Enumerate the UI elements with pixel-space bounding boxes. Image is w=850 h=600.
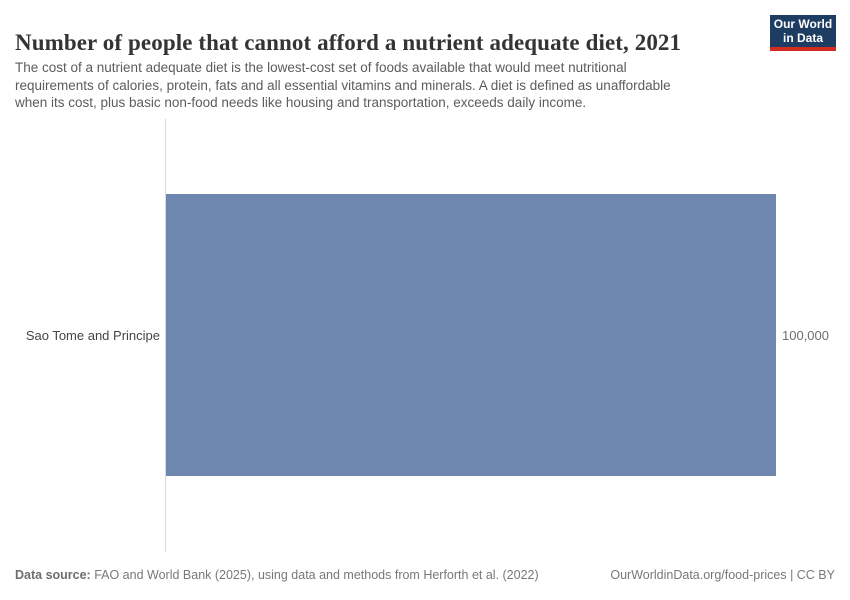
owid-logo[interactable]: Our World in Data <box>770 15 836 51</box>
page-subtitle: The cost of a nutrient adequate diet is … <box>15 59 745 112</box>
owid-logo-line2: in Data <box>782 31 823 45</box>
subtitle-line: when its cost, plus basic non-food needs… <box>15 95 587 110</box>
subtitle-line: The cost of a nutrient adequate diet is … <box>15 60 627 75</box>
y-axis-line <box>165 119 166 552</box>
page-title: Number of people that cannot afford a nu… <box>15 30 682 56</box>
data-source-text: FAO and World Bank (2025), using data an… <box>90 568 539 582</box>
bar-value-label: 100,000 <box>782 327 829 343</box>
license-link[interactable]: OurWorldinData.org/food-prices | CC BY <box>610 568 835 582</box>
entity-label: Sao Tome and Principe <box>25 327 160 343</box>
data-source: Data source: FAO and World Bank (2025), … <box>15 568 539 582</box>
bar-row: 100,000 <box>166 194 829 476</box>
data-source-label: Data source: <box>15 568 91 582</box>
owid-logo-line1: Our World <box>773 17 833 31</box>
footer: Data source: FAO and World Bank (2025), … <box>15 568 835 582</box>
chart-bar[interactable] <box>166 194 776 476</box>
subtitle-line: requirements of calories, protein, fats … <box>15 77 671 93</box>
